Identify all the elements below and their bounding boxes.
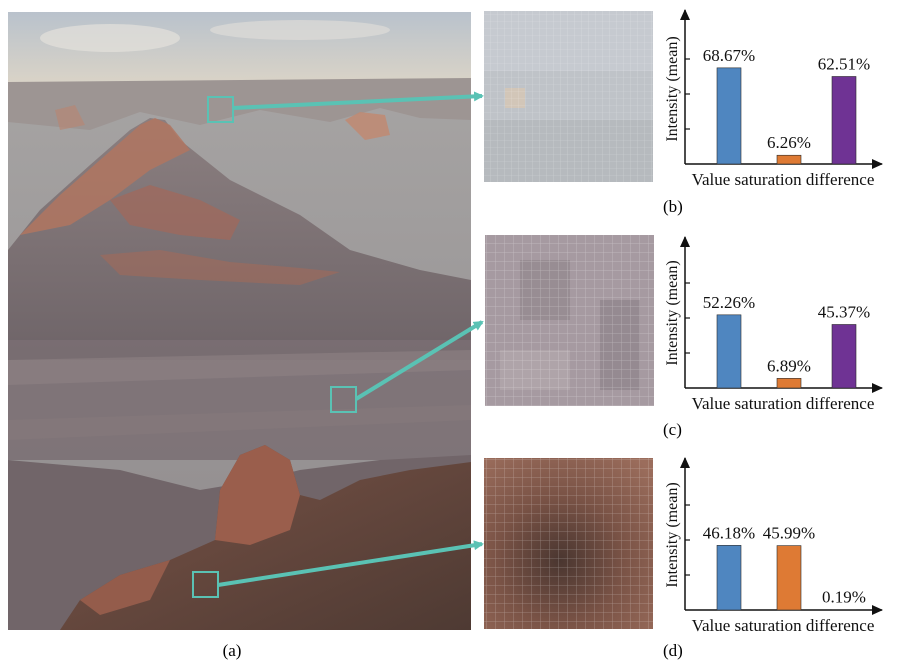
callout-arrow-c (354, 320, 484, 401)
callout-box-mid (330, 386, 357, 413)
y-axis-label: Intensity (mean) (664, 482, 681, 587)
bar-saturation (776, 154, 802, 165)
data-label: 52.26% (703, 293, 755, 312)
data-label: 68.67% (703, 46, 755, 65)
data-label: 46.18% (703, 523, 755, 542)
y-axis-label: Intensity (mean) (664, 36, 681, 141)
zoom-patch-c (485, 235, 654, 406)
bar-saturation (776, 378, 802, 389)
x-axis-label: Value saturation difference (692, 616, 875, 635)
zoom-patch-d (484, 458, 653, 629)
bar-value (716, 314, 742, 389)
caption-b: (b) (663, 197, 683, 216)
x-axis-label: Value saturation difference (692, 394, 875, 413)
caption-d: (d) (663, 641, 683, 660)
data-label: 45.99% (763, 524, 815, 543)
callout-box-sky (207, 96, 234, 123)
bar-value (716, 67, 742, 165)
data-label: 6.89% (767, 356, 811, 375)
bar-difference (831, 324, 857, 389)
bar-difference (831, 76, 857, 165)
canyon-photo (8, 12, 471, 630)
bar-chart-c: 52.26% 6.89% 45.37% Intensity (mean) Value s… (664, 236, 883, 413)
callout-arrow-b (232, 91, 484, 110)
bar-value (716, 545, 742, 611)
caption-a: (a) (223, 641, 242, 660)
data-label: 6.26% (767, 133, 811, 152)
callout-arrow-d (217, 540, 484, 587)
data-label: 0.19% (822, 588, 866, 607)
data-label: 45.37% (818, 302, 870, 321)
caption-c: (c) (663, 420, 682, 439)
bar-difference (831, 609, 857, 611)
y-axis-label: Intensity (mean) (664, 260, 681, 365)
data-label: 62.51% (818, 54, 870, 73)
zoom-patch-b (484, 11, 653, 182)
bar-chart-d: 46.18% 45.99% 0.19% Intensity (mean) Value s… (664, 457, 883, 635)
bar-chart-b: 68.67% 6.26% 62.51% Intensity (mean) Value s… (664, 9, 883, 189)
x-axis-label: Value saturation difference (692, 170, 875, 189)
bar-saturation (776, 545, 802, 611)
